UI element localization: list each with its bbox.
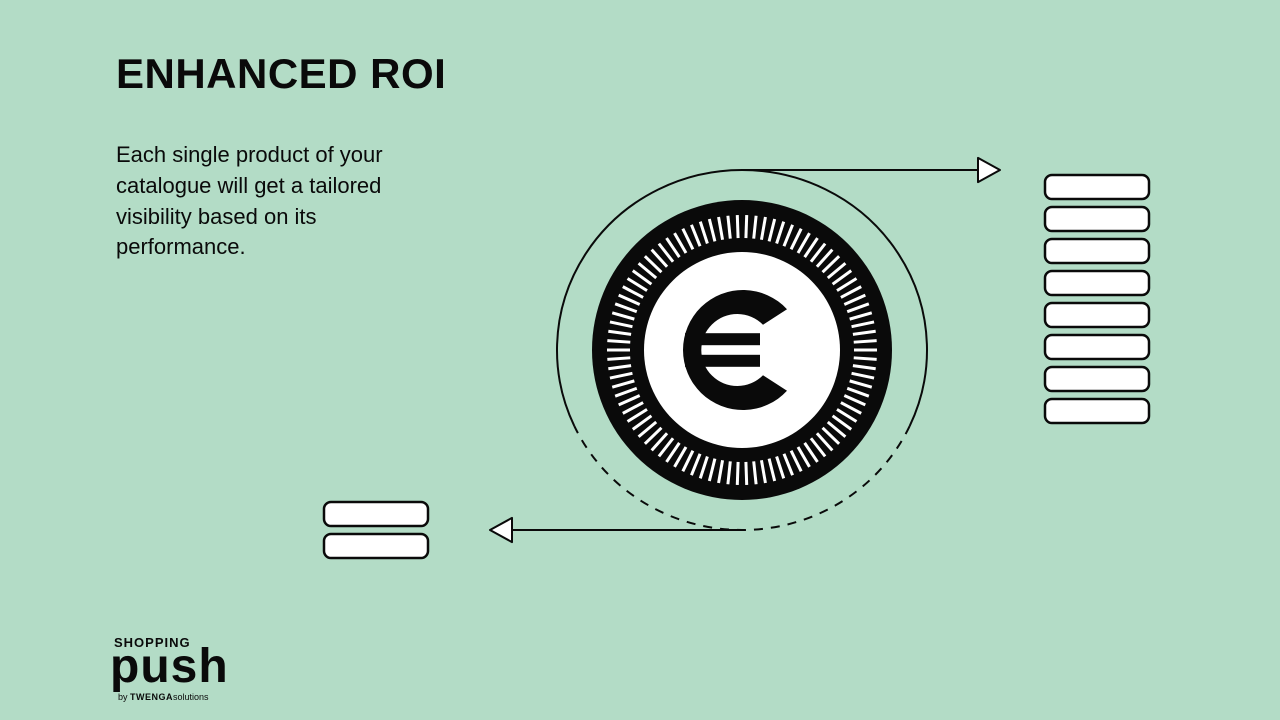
roi-diagram (0, 0, 1280, 720)
logo-byline: by TWENGAsolutions (118, 692, 229, 702)
brand-logo: SHOPPING push by TWENGAsolutions (110, 635, 229, 702)
logo-main-word: push (110, 648, 229, 686)
